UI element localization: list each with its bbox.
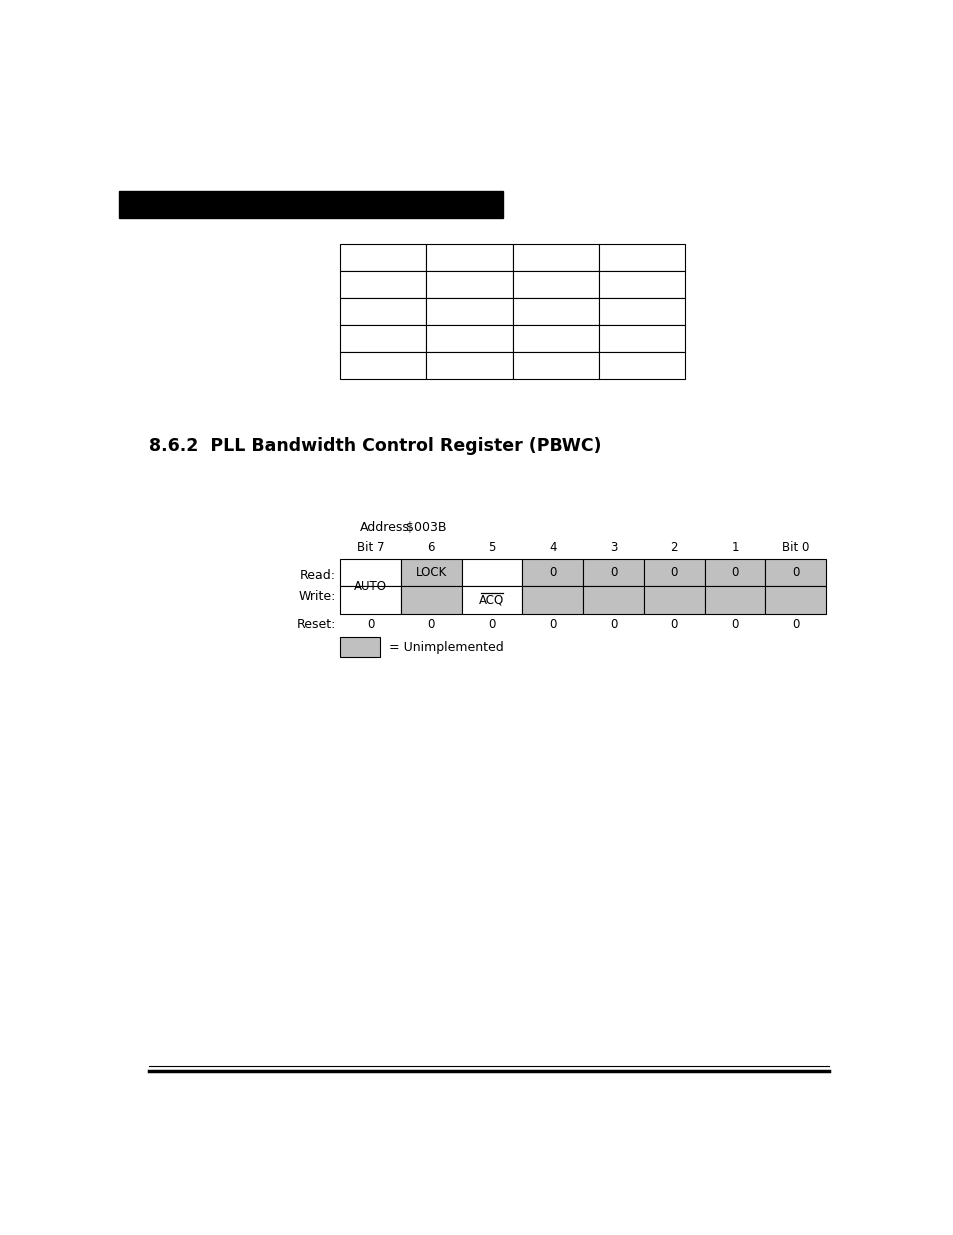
Bar xyxy=(764,558,825,587)
Text: 0: 0 xyxy=(791,618,799,631)
Bar xyxy=(340,325,426,352)
Bar xyxy=(522,587,582,614)
Bar xyxy=(512,245,598,272)
Bar xyxy=(598,272,684,299)
Bar xyxy=(426,325,512,352)
Bar xyxy=(340,299,426,325)
Text: 0: 0 xyxy=(427,618,435,631)
Bar xyxy=(704,558,764,587)
Bar xyxy=(340,587,400,614)
Text: Read:: Read: xyxy=(300,569,335,582)
Text: 0: 0 xyxy=(549,618,556,631)
Text: 6: 6 xyxy=(427,541,435,553)
Bar xyxy=(340,245,426,272)
Bar xyxy=(340,637,380,657)
Bar xyxy=(340,352,426,379)
Text: 8.6.2  PLL Bandwidth Control Register (PBWC): 8.6.2 PLL Bandwidth Control Register (PB… xyxy=(149,437,600,454)
Text: 0: 0 xyxy=(549,566,556,579)
Bar xyxy=(512,352,598,379)
Text: 4: 4 xyxy=(548,541,556,553)
Bar xyxy=(582,558,643,587)
Bar xyxy=(512,325,598,352)
Text: 0: 0 xyxy=(366,618,374,631)
Text: 0: 0 xyxy=(670,566,678,579)
Bar xyxy=(643,587,704,614)
Bar xyxy=(426,245,512,272)
Text: 0: 0 xyxy=(731,618,738,631)
Bar xyxy=(340,558,400,587)
Bar xyxy=(426,272,512,299)
Text: AUTO: AUTO xyxy=(354,579,387,593)
Bar xyxy=(598,299,684,325)
Bar xyxy=(598,352,684,379)
Bar xyxy=(400,587,461,614)
Text: 0: 0 xyxy=(791,566,799,579)
Bar xyxy=(400,558,461,587)
Text: LOCK: LOCK xyxy=(416,566,446,579)
Text: Address:: Address: xyxy=(359,520,414,534)
Bar xyxy=(426,299,512,325)
Bar xyxy=(340,272,426,299)
Text: $003B: $003B xyxy=(406,520,446,534)
Text: 1: 1 xyxy=(730,541,738,553)
Bar xyxy=(461,587,522,614)
Bar xyxy=(512,272,598,299)
Text: Write:: Write: xyxy=(298,590,335,603)
Text: 0: 0 xyxy=(670,618,678,631)
Text: 0: 0 xyxy=(731,566,738,579)
Text: 0: 0 xyxy=(609,566,617,579)
Bar xyxy=(598,325,684,352)
Text: 0: 0 xyxy=(488,618,496,631)
Bar xyxy=(522,558,582,587)
Text: 0: 0 xyxy=(609,618,617,631)
Text: Bit 0: Bit 0 xyxy=(781,541,808,553)
Bar xyxy=(461,558,522,587)
Bar xyxy=(704,587,764,614)
Text: Reset:: Reset: xyxy=(296,618,335,631)
Text: 3: 3 xyxy=(609,541,617,553)
Text: Bit 7: Bit 7 xyxy=(356,541,384,553)
Text: 5: 5 xyxy=(488,541,496,553)
Text: ACQ: ACQ xyxy=(478,594,504,606)
Text: 2: 2 xyxy=(670,541,678,553)
Bar xyxy=(764,587,825,614)
Bar xyxy=(582,587,643,614)
Bar xyxy=(598,245,684,272)
Text: = Unimplemented: = Unimplemented xyxy=(389,641,503,653)
Bar xyxy=(512,299,598,325)
Bar xyxy=(119,190,502,217)
Bar xyxy=(426,352,512,379)
Bar xyxy=(643,558,704,587)
